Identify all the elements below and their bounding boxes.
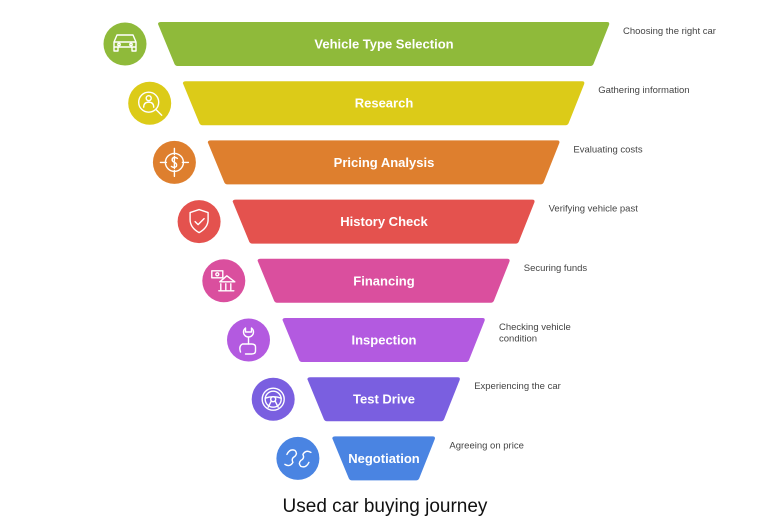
- stage-trapezoid: [232, 199, 535, 244]
- funnel-stage: Test Drive Experiencing the car: [251, 377, 561, 422]
- diagram-caption: Used car buying journey: [282, 496, 488, 517]
- stage-label: Test Drive: [353, 392, 415, 407]
- funnel-stage: Vehicle Type Selection Choosing the right…: [103, 22, 716, 66]
- stage-icon-badge: [128, 81, 172, 125]
- stage-icon-badge: [177, 200, 221, 244]
- funnel-stage: Financing Securing funds: [202, 258, 588, 303]
- funnel-stage: Negotiation Agreeing on price: [276, 436, 524, 481]
- stage-description: Experiencing the car: [474, 381, 561, 392]
- funnel-stage: Research Gathering information: [128, 81, 690, 126]
- stage-icon-badge: [103, 22, 147, 66]
- stage-description: Choosing the right car: [623, 26, 716, 37]
- stage-description: Evaluating costs: [573, 144, 642, 155]
- stage-label: Financing: [353, 273, 414, 288]
- dollar-target-icon: [159, 147, 190, 178]
- stage-icon-badge: [202, 259, 246, 303]
- stage-trapezoid: [282, 318, 485, 362]
- stage-description: Securing funds: [524, 263, 588, 274]
- stage-trapezoid: [182, 81, 585, 126]
- shield-check-icon: [189, 208, 209, 234]
- money-bank-icon: [211, 270, 236, 292]
- stage-description: Agreeing on price: [449, 440, 523, 451]
- handshake-icon: [284, 449, 312, 468]
- funnel-stage: History Check Verifying vehicle past: [177, 199, 639, 244]
- stage-label: Vehicle Type Selection: [314, 37, 453, 52]
- steering-wheel-icon: [261, 387, 285, 411]
- stage-description: Verifying vehicle past: [549, 204, 639, 215]
- stage-trapezoid: [158, 22, 610, 66]
- stage-label: Inspection: [351, 333, 416, 348]
- stage-trapezoid: [207, 140, 560, 185]
- stage-label: Negotiation: [348, 451, 420, 466]
- stage-icon-badge: [251, 377, 295, 421]
- stage-description: Checking vehicle: [499, 322, 571, 333]
- stage-trapezoid: [332, 436, 435, 481]
- funnel-stage: Pricing Analysis Evaluating costs: [152, 140, 643, 185]
- magnifier-person-icon: [137, 91, 163, 116]
- stage-label: History Check: [340, 214, 428, 229]
- stage-label: Research: [355, 96, 414, 111]
- stage-description: Gathering information: [598, 85, 689, 96]
- stage-label: Pricing Analysis: [334, 155, 435, 170]
- car-icon: [113, 34, 137, 52]
- stage-icon-badge: [276, 436, 320, 480]
- stage-trapezoid: [307, 377, 460, 422]
- stage-description: condition: [499, 334, 537, 345]
- stage-trapezoid: [257, 258, 510, 303]
- wrench-hand-icon: [239, 327, 257, 355]
